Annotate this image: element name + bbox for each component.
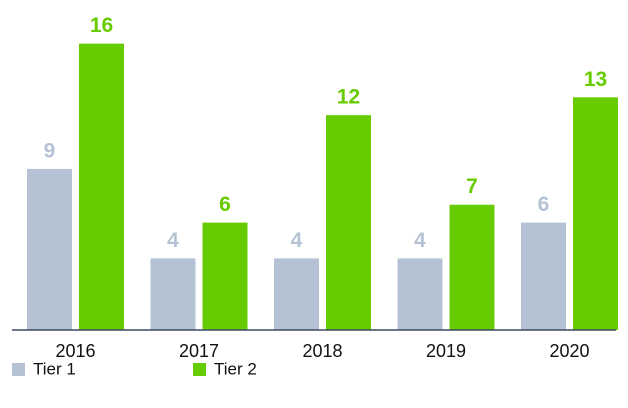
- value-label: 6: [219, 193, 231, 216]
- value-label: 4: [167, 229, 179, 252]
- bar: [202, 222, 248, 330]
- value-label: 16: [90, 14, 113, 37]
- bar: [449, 204, 495, 330]
- value-label: 9: [44, 139, 56, 162]
- x-tick-label: 2019: [426, 341, 466, 361]
- bar: [397, 258, 443, 330]
- legend-swatch: [193, 363, 206, 376]
- bar: [274, 258, 319, 330]
- x-tick-label: 2018: [302, 341, 342, 361]
- bar: [27, 168, 72, 330]
- x-tick-label: 2020: [549, 341, 589, 361]
- legend-swatch: [12, 363, 25, 376]
- bar: [326, 115, 371, 330]
- value-label: 7: [466, 175, 478, 198]
- legend-label: Tier 1: [33, 359, 76, 378]
- value-label: 4: [291, 229, 303, 252]
- legend-label: Tier 2: [214, 359, 257, 378]
- bar: [150, 258, 196, 330]
- value-label: 4: [414, 229, 426, 252]
- bar: [573, 97, 618, 330]
- value-label: 6: [538, 193, 550, 216]
- value-label: 13: [584, 68, 607, 91]
- x-tick-label: 2017: [179, 341, 219, 361]
- bar: [521, 222, 566, 330]
- bar: [79, 43, 124, 330]
- x-tick-label: 2016: [55, 341, 95, 361]
- value-label: 12: [337, 86, 360, 109]
